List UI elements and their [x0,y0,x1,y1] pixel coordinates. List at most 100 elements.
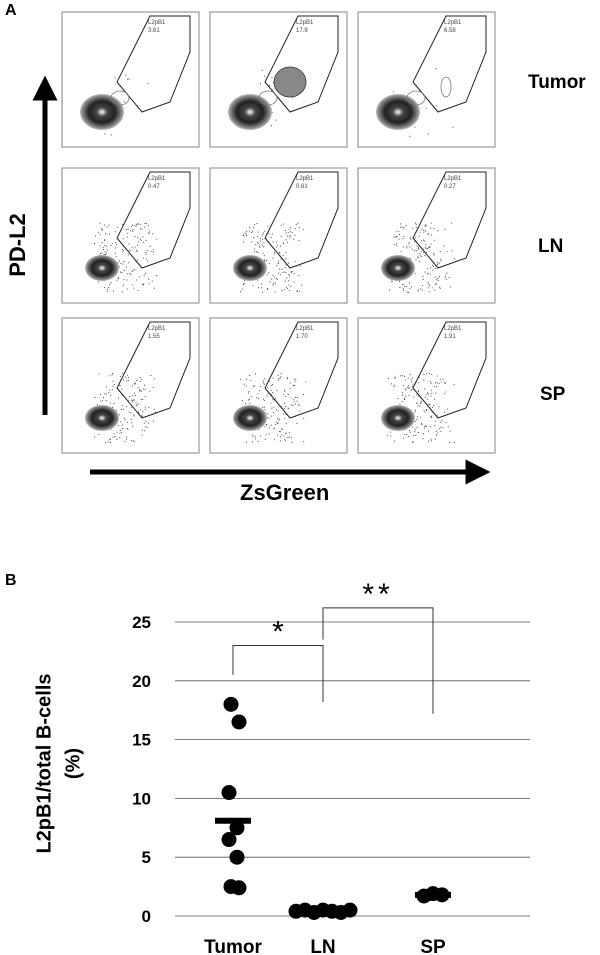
event-dot [288,432,290,434]
data-point [416,888,432,904]
event-dot [278,272,280,274]
event-dot [444,382,446,385]
event-dot [285,252,287,254]
event-dot [396,235,398,237]
event-dot [138,241,140,243]
event-dot [425,425,427,427]
event-dot [423,379,425,381]
event-dot [286,378,288,380]
event-dot [115,247,117,249]
event-dot [148,232,150,234]
event-dot [125,266,127,268]
event-dot [272,392,274,394]
event-dot [249,374,251,377]
event-dot [109,438,111,441]
event-dot [439,428,441,430]
contour-ring [406,90,426,106]
event-dot [257,251,259,253]
event-dot [417,246,419,248]
event-dot [429,273,431,275]
event-dot [405,395,407,397]
event-dot [433,398,436,400]
event-dot [111,388,113,391]
event-dot [421,285,423,287]
event-dot [440,381,442,383]
event-dot [122,238,124,240]
event-dot [430,389,432,391]
event-dot [277,379,279,381]
event-dot [303,418,305,420]
event-dot [423,252,425,254]
event-dot [416,250,418,252]
event-dot [271,415,273,417]
event-dot [239,378,241,381]
event-dot [106,393,108,395]
event-dot [114,436,116,438]
event-dot [260,385,262,388]
event-dot [435,265,437,267]
event-dot [121,272,123,274]
event-dot [298,227,300,229]
event-dot [436,415,438,417]
event-dot [147,260,149,262]
event-dot [266,386,269,389]
event-dot [431,373,433,376]
significance-bracket [322,607,434,714]
event-dot [431,393,433,395]
event-dot [443,393,445,395]
event-dot [423,240,425,242]
event-dot [439,258,442,260]
event-dot [290,437,292,439]
event-dot [115,243,117,245]
event-dot [285,258,287,260]
population-blob [381,255,415,281]
event-dot [265,424,268,426]
event-dot [266,288,268,291]
event-dot [131,401,133,403]
event-dot [412,227,414,229]
event-dot [257,440,259,442]
event-dot [402,392,404,394]
event-dot [252,285,254,287]
event-dot [104,251,106,253]
event-dot [435,267,437,269]
event-dot [398,238,400,240]
event-dot [150,250,152,252]
event-dot [245,230,248,232]
event-dot [288,228,290,230]
event-dot [409,246,411,248]
event-dot [406,433,408,436]
event-dot [273,427,275,429]
event-dot [121,372,124,374]
event-dot [270,390,272,392]
event-dot [395,236,397,238]
event-dot [262,406,264,408]
event-dot [439,378,441,380]
event-dot [257,397,260,400]
event-dot [294,234,296,236]
event-dot [293,398,295,400]
event-dot [298,404,300,406]
event-dot [434,276,436,278]
event-dot [130,439,132,441]
data-point [315,902,331,918]
event-dot [419,260,421,262]
event-dot [267,393,269,395]
event-dot [153,378,155,380]
event-dot [147,232,149,234]
event-dot [123,279,125,281]
event-dot [282,255,284,257]
event-dot [119,430,121,432]
event-dot [131,270,133,273]
event-dot [254,248,256,250]
flow-cytometry-grid: L2pB13.61L2pB117.9L2pB16.58L2pB10.47L2pB… [32,11,496,485]
event-dot [104,393,106,395]
event-dot [132,425,134,427]
event-dot [141,429,143,431]
event-dot [430,415,432,417]
event-dot [120,431,123,433]
event-dot [403,437,405,439]
event-dot [142,388,144,390]
event-dot [134,246,136,248]
event-dot [430,382,432,384]
